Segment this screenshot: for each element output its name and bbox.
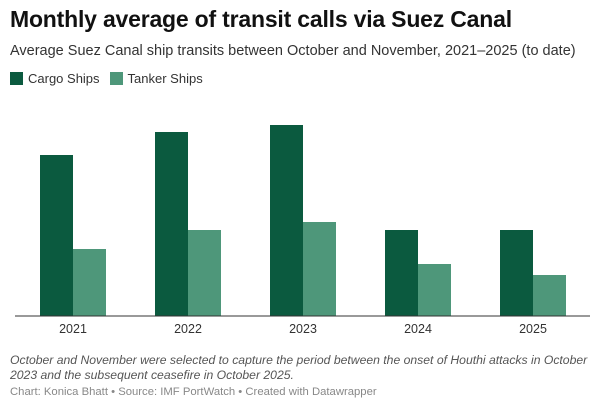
chart-title: Monthly average of transit calls via Sue… [10, 6, 512, 32]
bars-group [40, 125, 566, 316]
legend-item-cargo: Cargo Ships [10, 71, 100, 86]
bar-tanker-2025 [533, 275, 566, 316]
credit-line: Chart: Konica Bhatt • Source: IMF PortWa… [10, 386, 377, 398]
bar-cargo-2021 [40, 155, 73, 316]
x-tick-label-2025: 2025 [519, 322, 547, 336]
legend: Cargo Ships Tanker Ships [10, 71, 213, 86]
bar-tanker-2023 [303, 222, 336, 316]
x-tick-label-2021: 2021 [59, 322, 87, 336]
x-tick-label-2024: 2024 [404, 322, 432, 336]
x-tick-label-2022: 2022 [174, 322, 202, 336]
legend-label-tanker: Tanker Ships [127, 71, 203, 86]
bar-tanker-2022 [188, 230, 221, 316]
footnote: October and November were selected to ca… [10, 353, 588, 382]
x-tick-label-2023: 2023 [289, 322, 317, 336]
bar-cargo-2022 [155, 132, 188, 316]
bar-tanker-2021 [73, 249, 106, 316]
chart-subtitle: Average Suez Canal ship transits between… [10, 43, 576, 59]
legend-swatch-tanker [109, 72, 123, 85]
legend-label-cargo: Cargo Ships [28, 71, 100, 86]
bar-chart: 2021 2022 2023 2024 2025 [15, 125, 590, 336]
legend-item-tanker: Tanker Ships [109, 71, 203, 86]
bar-cargo-2023 [270, 125, 303, 316]
x-tick-labels: 2021 2022 2023 2024 2025 [59, 322, 547, 336]
legend-swatch-cargo [10, 72, 23, 85]
bar-cargo-2025 [500, 230, 533, 316]
bar-tanker-2024 [418, 264, 451, 316]
bar-cargo-2024 [385, 230, 418, 316]
